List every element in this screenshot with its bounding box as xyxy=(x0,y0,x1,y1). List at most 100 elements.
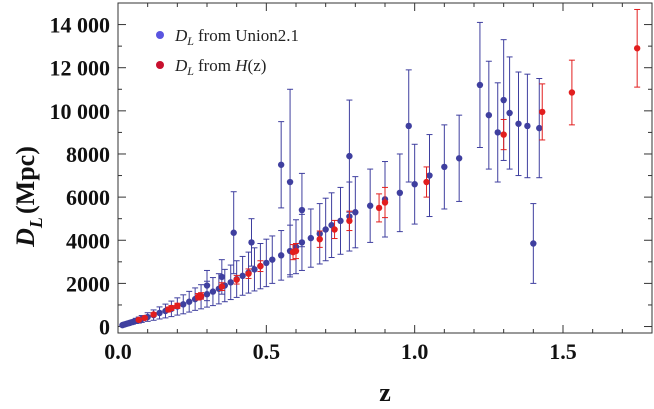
series-hz xyxy=(135,8,641,324)
data-point-hz xyxy=(150,311,157,318)
point-marker xyxy=(331,226,338,233)
point-marker xyxy=(485,111,493,119)
point-marker xyxy=(515,120,522,127)
data-point-union xyxy=(277,121,285,209)
point-marker xyxy=(168,304,175,312)
point-marker xyxy=(346,152,353,160)
data-point-union xyxy=(536,77,543,179)
point-marker xyxy=(337,217,344,225)
data-point-union xyxy=(209,277,217,307)
point-marker xyxy=(218,273,226,281)
data-point-union xyxy=(530,203,537,284)
point-marker xyxy=(500,96,507,104)
data-point-union xyxy=(426,134,433,218)
data-point-union xyxy=(346,99,353,213)
point-marker xyxy=(230,229,237,236)
y-tick-label: 8000 xyxy=(66,142,110,167)
data-point-union xyxy=(485,60,493,170)
point-marker xyxy=(568,89,576,96)
data-point-union xyxy=(263,238,270,288)
data-point-union xyxy=(277,230,285,281)
data-point-hz xyxy=(174,302,181,310)
data-point-union xyxy=(230,191,237,275)
point-marker xyxy=(227,279,234,286)
data-point-union xyxy=(227,264,234,301)
point-marker xyxy=(476,81,484,89)
data-point-hz xyxy=(141,314,148,322)
point-marker xyxy=(286,178,294,186)
data-point-hz xyxy=(346,210,353,232)
data-point-union xyxy=(455,114,463,202)
data-point-union xyxy=(328,192,335,259)
point-marker xyxy=(381,199,389,206)
point-marker xyxy=(203,282,211,289)
x-tick-label: 1.5 xyxy=(549,339,577,364)
point-marker xyxy=(346,217,353,225)
y-axis-title: DL (Mpc) xyxy=(11,146,46,248)
point-marker xyxy=(197,292,205,300)
y-tick-label: 4000 xyxy=(66,228,110,253)
point-marker xyxy=(322,226,329,233)
data-point-union xyxy=(286,88,294,276)
point-marker xyxy=(539,108,546,116)
point-marker xyxy=(455,155,463,162)
point-marker xyxy=(352,209,359,216)
data-point-hz xyxy=(245,268,252,279)
point-marker xyxy=(251,266,258,273)
data-point-union xyxy=(405,69,412,183)
data-point-hz xyxy=(197,292,205,300)
point-marker xyxy=(366,202,374,209)
point-marker xyxy=(156,309,163,317)
y-tick-label: 12 000 xyxy=(50,56,111,81)
y-axis-unit: (Mpc) xyxy=(11,146,40,214)
data-point-union xyxy=(186,290,193,313)
point-marker xyxy=(180,301,187,308)
y-tick-label: 0 xyxy=(99,315,110,340)
data-series xyxy=(119,8,641,329)
data-point-union xyxy=(494,82,501,183)
data-point-union xyxy=(337,186,344,255)
data-point-hz xyxy=(539,83,546,141)
data-point-union xyxy=(180,294,187,315)
point-marker xyxy=(530,240,537,247)
point-marker xyxy=(441,163,448,171)
point-marker xyxy=(396,189,404,197)
point-marker xyxy=(307,234,315,242)
legend-marker-union xyxy=(156,31,164,39)
data-point-union xyxy=(307,208,315,268)
point-marker xyxy=(233,276,240,283)
data-point-hz xyxy=(500,118,507,151)
data-point-hz xyxy=(257,260,264,273)
data-point-union xyxy=(248,218,255,267)
point-marker xyxy=(423,178,430,186)
legend-label-hz: DL from H(z) xyxy=(174,56,266,78)
x-axis-title: z xyxy=(379,378,391,407)
y-axis-ticks: 0 2000 4000 6000 8000 10 000 12 000 14 000 xyxy=(50,13,652,340)
x-tick-label: 0.5 xyxy=(253,339,281,364)
point-marker xyxy=(263,259,270,267)
data-point-hz xyxy=(316,230,323,248)
data-point-hz xyxy=(568,59,576,126)
point-marker xyxy=(277,252,285,259)
legend-marker-hz xyxy=(156,61,164,69)
data-point-union xyxy=(476,21,484,149)
point-marker xyxy=(633,45,641,52)
legend-item-hz: DL from H(z) xyxy=(156,56,266,78)
point-marker xyxy=(277,161,285,168)
point-marker xyxy=(426,172,433,179)
data-point-union xyxy=(322,197,329,262)
data-point-hz xyxy=(168,304,175,312)
x-axis-ticks: 0.0 0.5 1.0 1.5 xyxy=(104,3,623,364)
legend-label-union: DL from Union2.1 xyxy=(174,26,299,48)
point-marker xyxy=(506,109,513,117)
point-marker xyxy=(150,311,157,318)
y-tick-label: 6000 xyxy=(66,185,110,210)
point-marker xyxy=(494,129,501,136)
data-point-union xyxy=(524,73,531,179)
x-tick-label: 1.0 xyxy=(401,339,429,364)
point-marker xyxy=(245,270,252,277)
data-point-hz xyxy=(375,193,383,223)
data-point-union xyxy=(269,235,276,284)
data-point-hz xyxy=(633,8,641,88)
